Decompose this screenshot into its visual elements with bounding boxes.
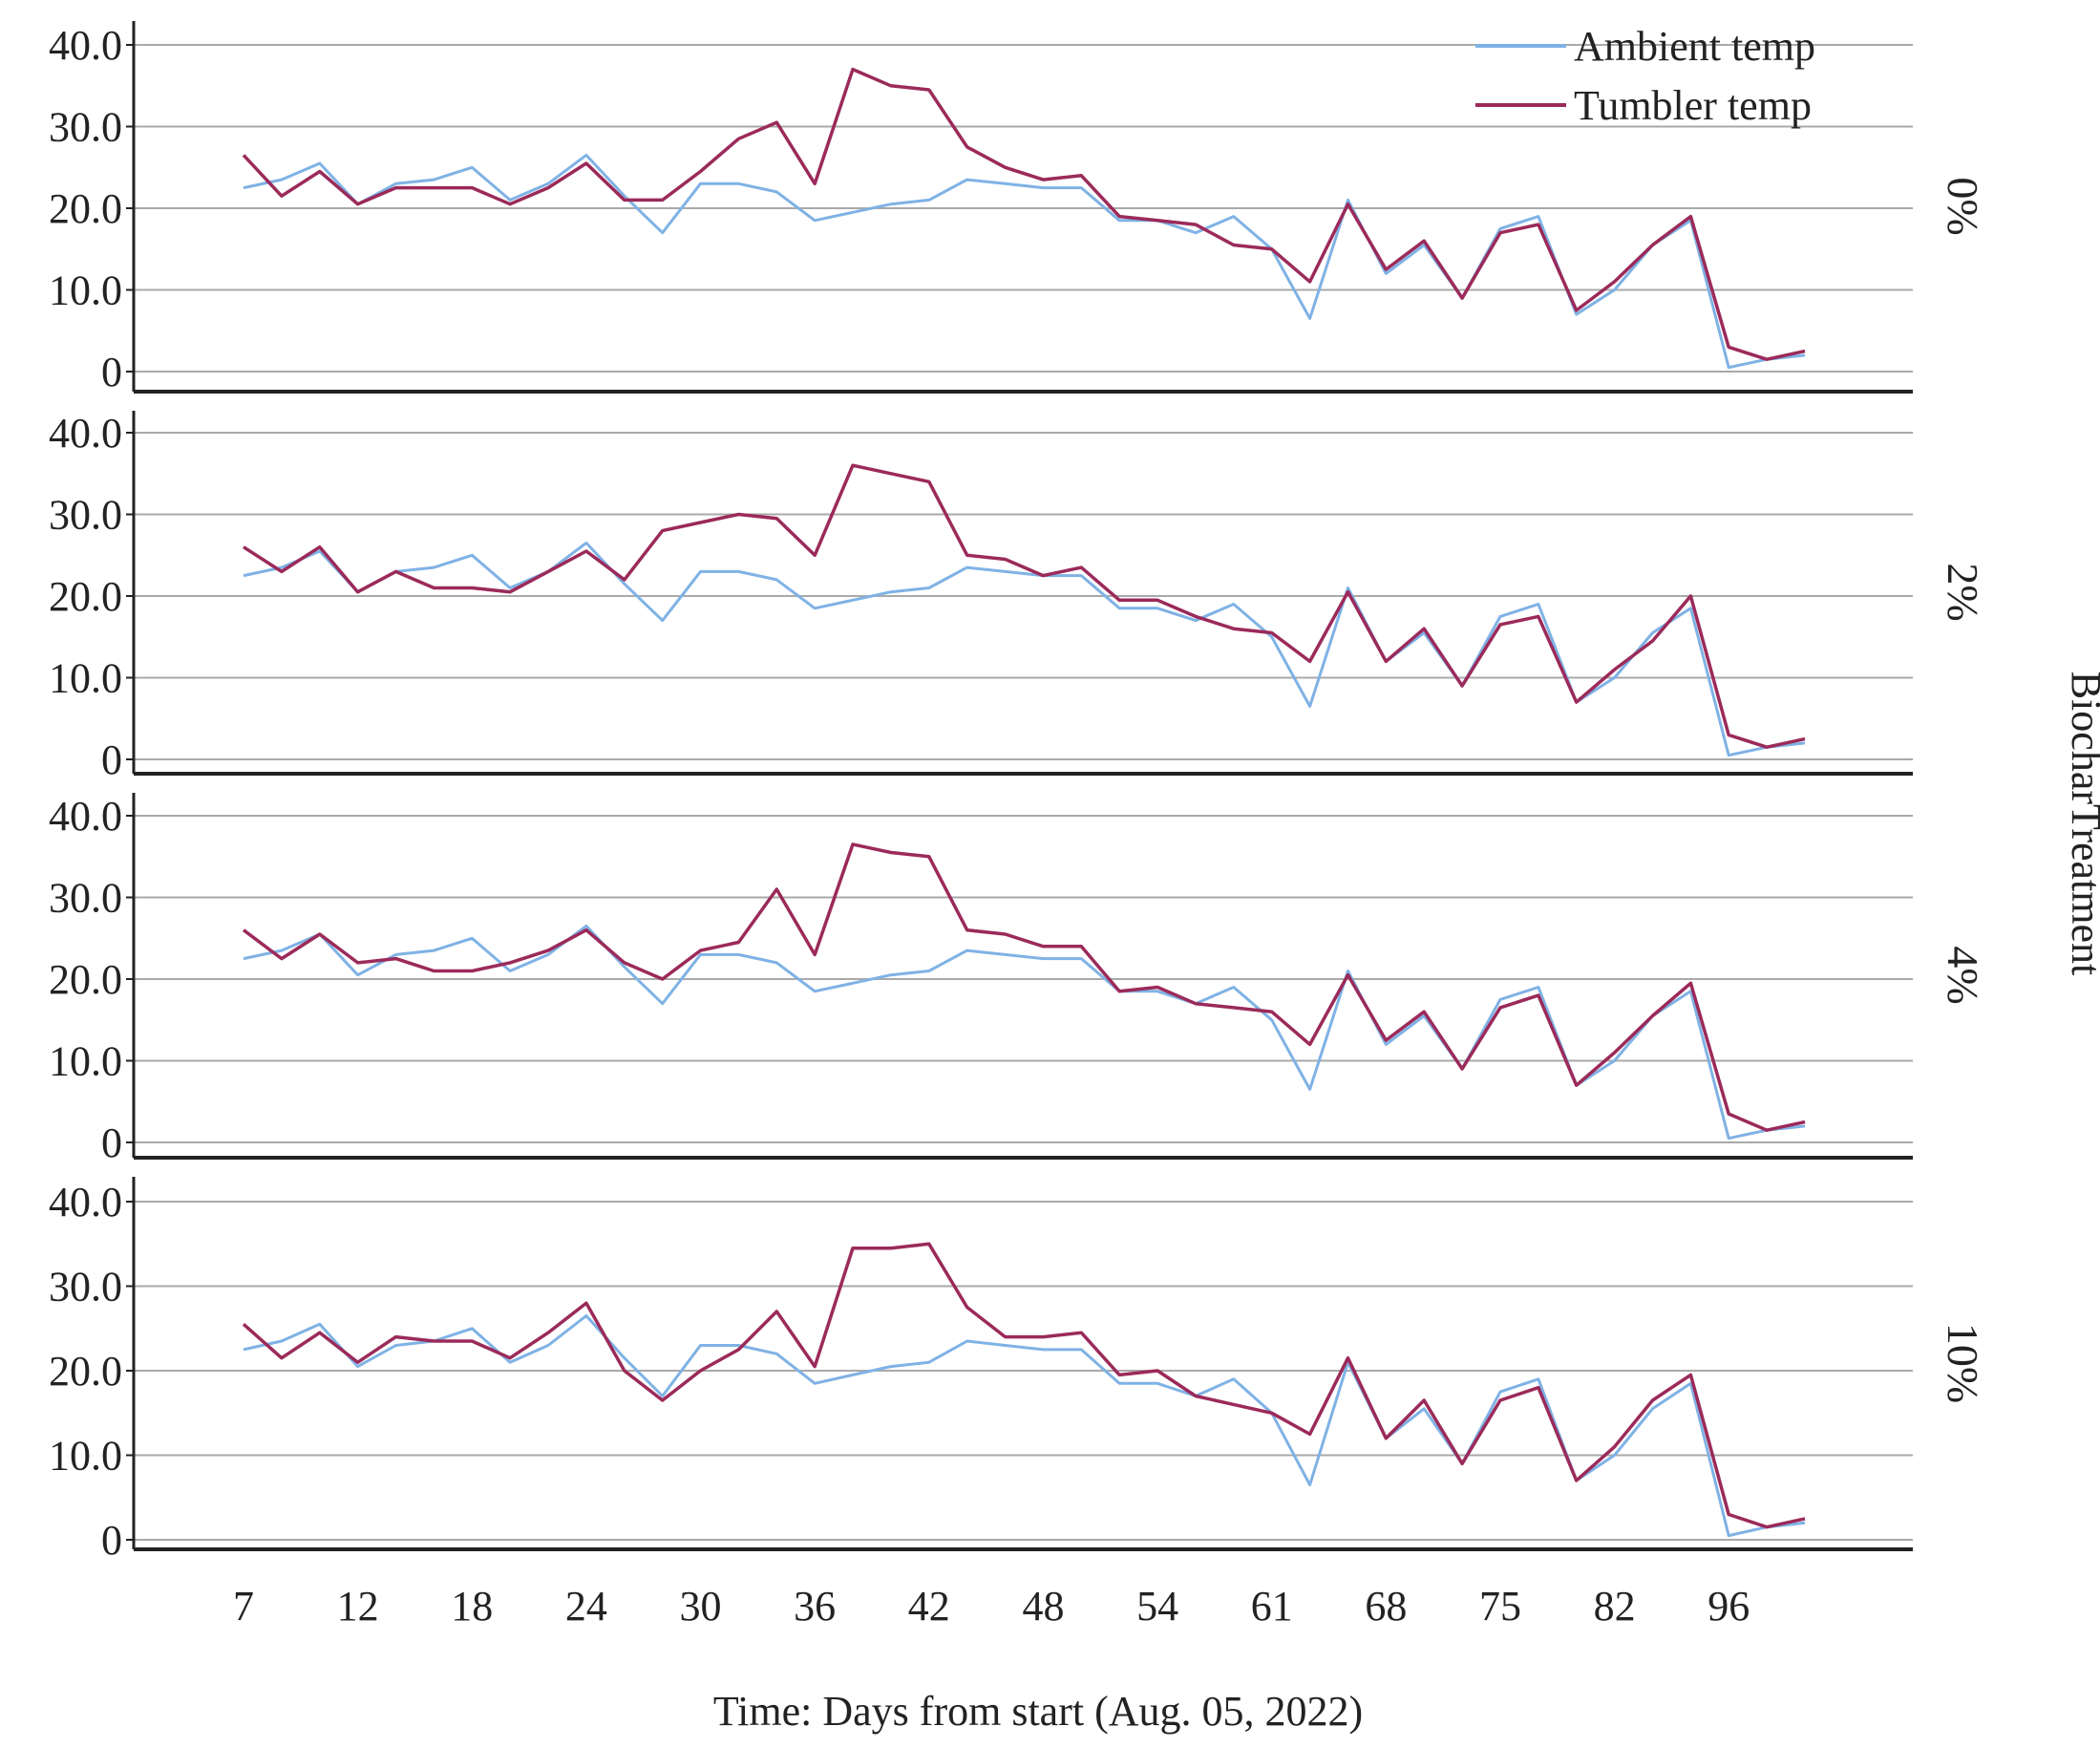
- y-tick-label: 40.0: [49, 1179, 122, 1226]
- panel-label: 4%: [1939, 946, 1987, 1004]
- legend: Ambient temp Tumbler temp: [1475, 23, 1815, 129]
- tumbler-temp-line: [243, 463, 1806, 749]
- y-tick-label: 0: [101, 736, 122, 783]
- y-tick-label: 30.0: [49, 104, 122, 151]
- x-tick-label: 54: [1136, 1583, 1178, 1630]
- x-tick-label: 82: [1594, 1583, 1636, 1630]
- y-tick-label: 20.0: [49, 1348, 122, 1395]
- panel-4pct: 0 10.0 20.0 30.0 40.0 4%: [49, 793, 1987, 1166]
- panel-axis-title: BiocharTreatment: [2063, 671, 2100, 976]
- panel-0pct: 0 10.0 20.0 30.0 40.0 0%: [49, 21, 1987, 395]
- y-tick-label: 30.0: [49, 492, 122, 539]
- y-tick-label: 0: [101, 1517, 122, 1564]
- y-tick-label: 10.0: [49, 1038, 122, 1085]
- panel-label: 2%: [1939, 563, 1987, 621]
- tumbler-temp-line: [242, 842, 1806, 1132]
- x-tick-label: 24: [565, 1583, 607, 1630]
- y-tick-label: 10.0: [49, 1433, 122, 1480]
- x-tick-label: 30: [680, 1583, 722, 1630]
- x-tick-label: 68: [1365, 1583, 1407, 1630]
- y-tick-label: 20.0: [49, 956, 122, 1003]
- x-tick-label: 42: [908, 1583, 950, 1630]
- y-tick-label: 30.0: [49, 875, 122, 922]
- x-tick-label: 48: [1022, 1583, 1064, 1630]
- x-tick-label: 96: [1708, 1583, 1750, 1630]
- y-tick-label: 40.0: [49, 410, 122, 457]
- ambient-temp-line: [243, 1314, 1806, 1538]
- x-tick-label: 36: [794, 1583, 836, 1630]
- legend-label-ambient: Ambient temp: [1574, 23, 1815, 70]
- y-tick-label: 10.0: [49, 267, 122, 314]
- panel-10pct: 0 10.0 20.0 30.0 40.0 10%: [49, 1177, 1987, 1564]
- y-tick-label: 0: [101, 1119, 122, 1166]
- y-tick-label: 20.0: [49, 573, 122, 620]
- panel-label: 10%: [1939, 1323, 1987, 1403]
- x-tick-label: 61: [1251, 1583, 1293, 1630]
- y-tick-label: 20.0: [49, 185, 122, 232]
- panel-label: 0%: [1939, 177, 1987, 235]
- panels-layer: 0 10.0 20.0 30.0 40.0 0% 0 10.0 20.0 30.0 40.0 2% 0 1…: [49, 21, 1987, 1630]
- ambient-temp-line: [243, 924, 1806, 1140]
- x-tick-label: 12: [337, 1583, 379, 1630]
- ambient-temp-line: [243, 153, 1806, 370]
- legend-label-tumbler: Tumbler temp: [1574, 82, 1812, 129]
- y-tick-label: 30.0: [49, 1264, 122, 1311]
- tumbler-temp-line: [242, 1242, 1806, 1529]
- y-tick-label: 0: [101, 349, 122, 395]
- x-tick-label: 18: [451, 1583, 493, 1630]
- tumbler-temp-line: [242, 67, 1806, 361]
- y-tick-label: 40.0: [49, 22, 122, 69]
- x-tick-label: 7: [233, 1583, 254, 1630]
- x-tick-label: 75: [1479, 1583, 1521, 1630]
- ambient-temp-line: [243, 541, 1806, 757]
- y-tick-label: 40.0: [49, 793, 122, 840]
- x-axis-title: Time: Days from start (Aug. 05, 2022): [713, 1688, 1363, 1735]
- y-tick-label: 10.0: [49, 655, 122, 702]
- panel-2pct: 0 10.0 20.0 30.0 40.0 2%: [49, 410, 1987, 783]
